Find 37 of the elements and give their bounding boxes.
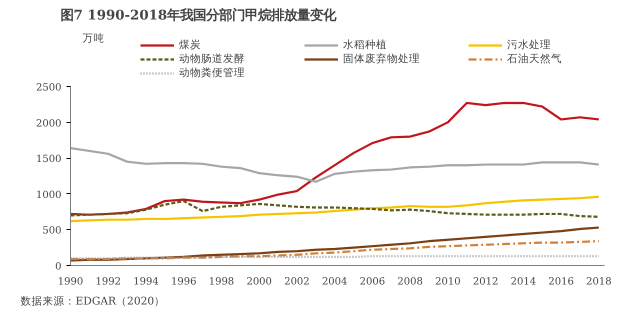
x-tick-label: 2010 (435, 276, 461, 288)
source-note: 数据来源：EDGAR（2020） (20, 294, 166, 308)
legend-label: 固体废弃物处理 (343, 52, 421, 66)
x-tick-label: 1994 (133, 276, 159, 288)
line-series (70, 226, 600, 262)
line-series (70, 146, 600, 183)
x-tick-label: 2000 (246, 276, 272, 288)
legend-label: 污水处理 (507, 38, 552, 52)
legend-label: 水稻种植 (343, 38, 388, 52)
x-tick-label: 2014 (510, 276, 536, 288)
chart-title: 图7 1990-2018年我国分部门甲烷排放量变化 (60, 8, 338, 24)
x-tick-label: 2008 (397, 276, 423, 288)
y-tick-label: 1000 (36, 190, 62, 201)
x-tick-label: 1996 (170, 276, 196, 288)
y-tick-label: 2000 (36, 118, 62, 130)
legend-label: 煤炭 (179, 38, 202, 52)
y-tick-label: 1500 (36, 154, 62, 166)
legend-label: 动物粪便管理 (179, 66, 246, 80)
line-series (70, 200, 600, 218)
legend-label: 动物肠道发酵 (179, 52, 246, 66)
x-tick-label: 2002 (284, 276, 310, 288)
y-axis-title: 万吨 (82, 32, 104, 44)
x-tick-label: 1998 (208, 276, 234, 288)
line-series (70, 240, 600, 260)
y-tick-label: 2500 (36, 82, 62, 94)
x-tick-label: 2018 (586, 276, 612, 288)
x-tick-label: 2016 (548, 276, 574, 288)
x-tick-label: 2006 (360, 276, 386, 288)
line-series (70, 102, 600, 216)
line-series (70, 196, 600, 222)
legend-label: 石油天然气 (507, 52, 563, 66)
x-tick-label: 2004 (322, 276, 348, 288)
x-tick-label: 2012 (472, 276, 498, 288)
y-tick-label: 500 (42, 226, 62, 237)
y-tick-label: 0 (55, 262, 62, 272)
x-tick-label: 1990 (58, 276, 84, 288)
x-tick-label: 1992 (96, 276, 121, 288)
